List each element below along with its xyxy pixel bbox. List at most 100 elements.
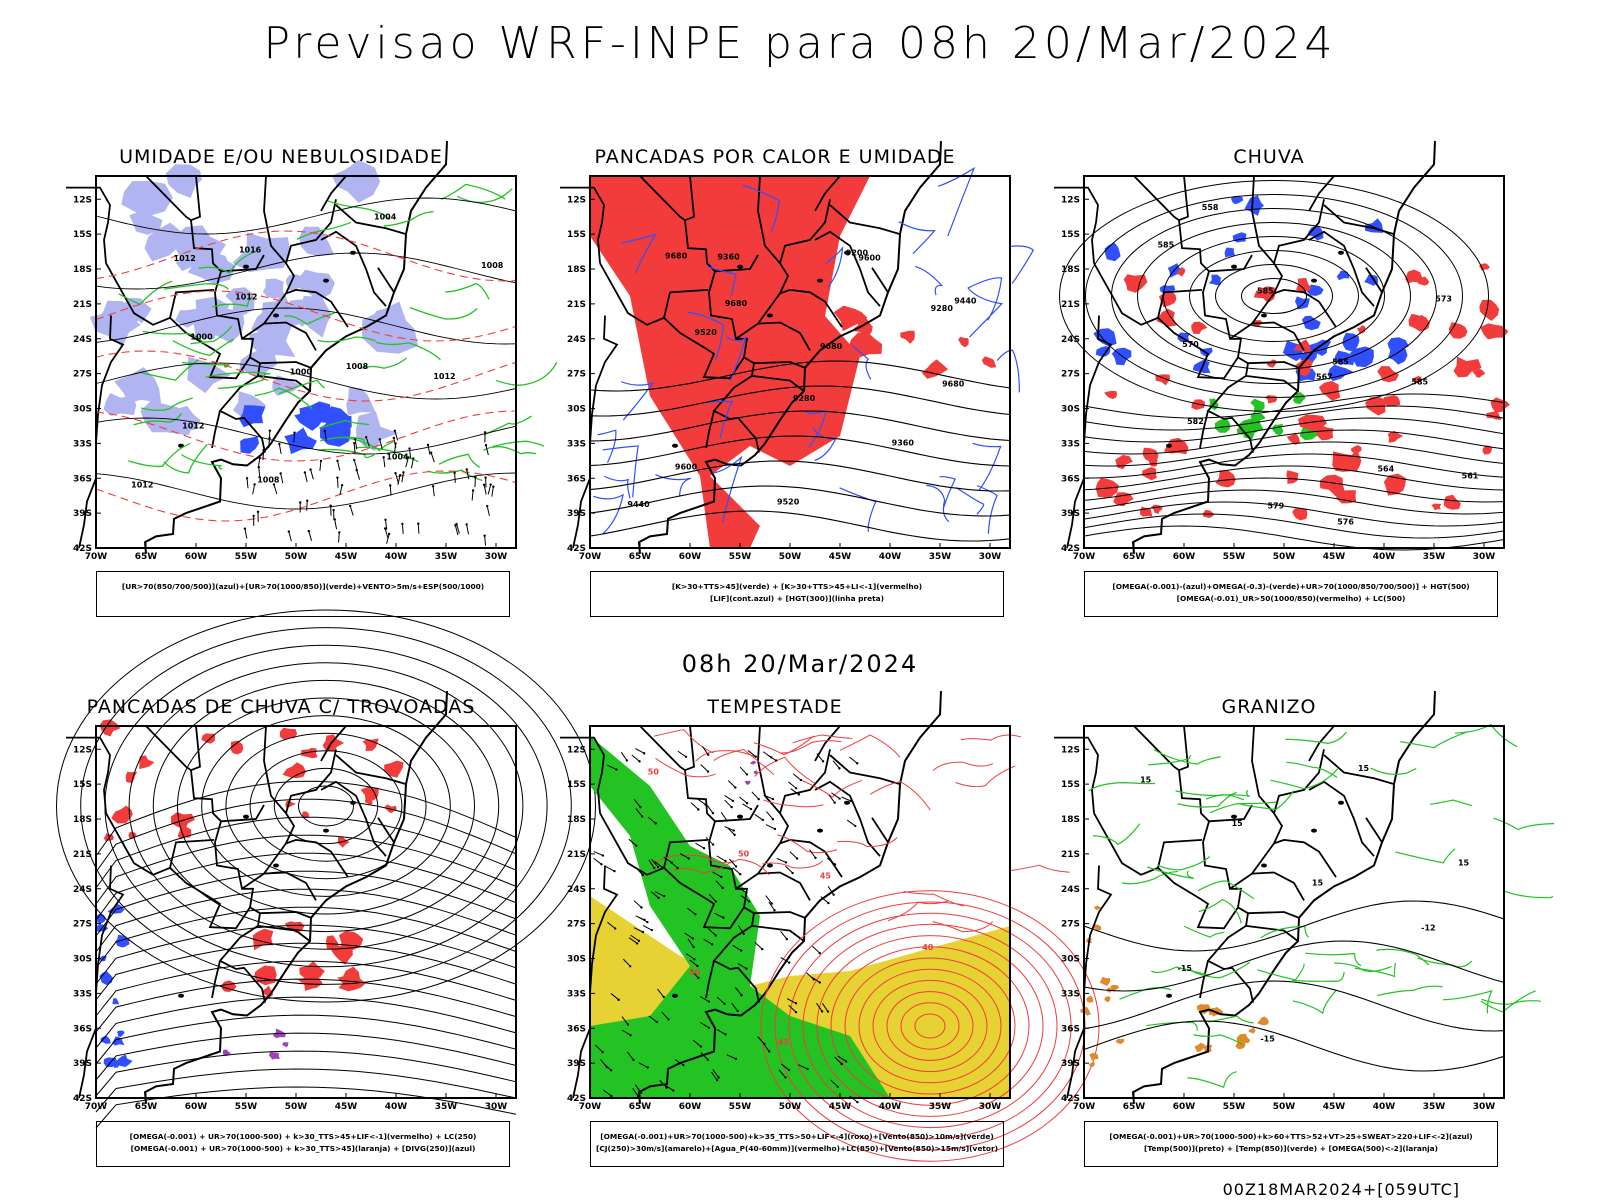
contour-label: 579 <box>1267 502 1284 511</box>
humidity-upper-area <box>165 164 202 198</box>
omega-humidity-area <box>1350 445 1362 456</box>
wind-vector <box>273 484 278 495</box>
wind-vector-head <box>605 1065 608 1069</box>
wind-vector-head <box>794 786 798 790</box>
temp-850-contour <box>1395 848 1456 864</box>
panel-granizo: GRANIZO 15 15 15 -12 -15 -15 15 15 12S 15S 18S 21S 2… <box>1044 691 1555 1176</box>
wind-vector <box>648 859 655 869</box>
lake-marker <box>767 313 773 318</box>
pressure-isobar <box>95 472 517 510</box>
wind-vector <box>679 853 690 859</box>
wind-vector-head <box>714 900 718 903</box>
lat-label: 24S <box>567 335 586 345</box>
lat-label: 24S <box>567 885 586 895</box>
omega-area <box>1301 315 1321 331</box>
divergence-area <box>116 1030 125 1037</box>
lon-label: 40W <box>385 1102 408 1112</box>
lat-label: 30S <box>73 405 92 415</box>
wind-vector-head <box>613 869 616 873</box>
wind-vector-head <box>739 873 742 876</box>
temp-850-contour <box>1209 801 1277 814</box>
wind-vector-head <box>483 534 486 537</box>
wind-vector-head <box>856 762 859 765</box>
wind-vector <box>740 895 750 902</box>
lat-label: 12S <box>1061 745 1080 755</box>
streamline <box>152 679 500 933</box>
humidity-low-contour <box>128 443 191 468</box>
wind-vector <box>293 432 296 443</box>
omega-area <box>1095 346 1111 357</box>
wind-vector <box>600 1059 608 1068</box>
contour-label: 9200 <box>846 249 869 258</box>
height-500-contour <box>1085 194 1463 398</box>
overlay-layer: 15 15 15 -12 -15 -15 15 15 <box>1083 723 1555 1088</box>
omega-humidity-area <box>1316 425 1334 441</box>
temp-850-contour <box>1122 870 1179 885</box>
contour-label: 1004 <box>374 213 397 222</box>
streamline <box>128 662 524 950</box>
omega-humidity-area <box>1151 504 1163 514</box>
wind-vector-head <box>740 949 743 952</box>
wind-vector <box>737 963 747 970</box>
wind-vector-head <box>771 797 775 801</box>
streamline <box>56 609 596 1003</box>
streamline <box>95 978 517 1033</box>
wind-vector <box>650 891 660 899</box>
precipitable-water-contour <box>802 779 863 798</box>
lat-label: 27S <box>1061 370 1080 380</box>
wind-vector-head <box>299 501 302 504</box>
temp-850-contour <box>1292 971 1345 982</box>
contour-label: 9680 <box>942 379 965 388</box>
border-line <box>1133 175 1254 453</box>
contour-label: 9280 <box>793 394 816 403</box>
temp-850-contour <box>1187 961 1251 979</box>
height-500-contour <box>1083 429 1505 455</box>
wind-vector <box>674 1059 684 1066</box>
temp-850-contour <box>1370 767 1417 775</box>
lon-label: 35W <box>435 552 458 562</box>
wind-vector-head <box>761 818 765 822</box>
lifted-index-contour <box>712 455 743 523</box>
humidity-low-contour <box>172 338 234 357</box>
streamline <box>201 715 451 897</box>
border-line <box>320 725 347 762</box>
wind-vector-head <box>453 471 456 475</box>
lon-label: 40W <box>385 552 408 562</box>
omega-500-area <box>1235 1041 1246 1050</box>
wind-vector <box>841 796 852 802</box>
lat-label: 42S <box>1061 1094 1080 1104</box>
wind-vector <box>405 457 409 468</box>
lifted-index-contour <box>703 400 734 439</box>
humidity-low-contour <box>440 183 506 200</box>
lon-label: 60W <box>679 1102 702 1112</box>
severe-storm-area <box>744 780 751 785</box>
streamline <box>95 816 517 889</box>
wind-vector <box>689 959 698 967</box>
border-line <box>1178 175 1189 222</box>
border-line <box>779 199 831 294</box>
lifted-index-contour <box>812 427 837 461</box>
wind-vector-head <box>706 1058 710 1061</box>
streamline <box>95 780 517 857</box>
lat-label: 18S <box>73 815 92 825</box>
wind-vector <box>337 460 341 471</box>
omega-area <box>1104 242 1121 262</box>
divergence-area <box>112 1060 123 1068</box>
wind-vector <box>811 976 821 983</box>
omega-humidity-area <box>1490 397 1510 413</box>
lat-label: 33S <box>567 439 586 449</box>
wind-vector-head <box>733 833 736 837</box>
border-line <box>1365 267 1383 293</box>
contour-label: 582 <box>1187 417 1204 426</box>
lat-label: 12S <box>73 195 92 205</box>
wind-vector <box>432 486 435 497</box>
field-layer <box>590 736 1010 1098</box>
omega-500-area <box>1116 1038 1125 1045</box>
panel-title: CHUVA <box>1233 146 1305 168</box>
contour-label: 9360 <box>892 438 915 447</box>
humidity-upper-area <box>272 375 301 396</box>
lon-label: 65W <box>1123 552 1146 562</box>
wind-vector-head <box>818 951 821 955</box>
